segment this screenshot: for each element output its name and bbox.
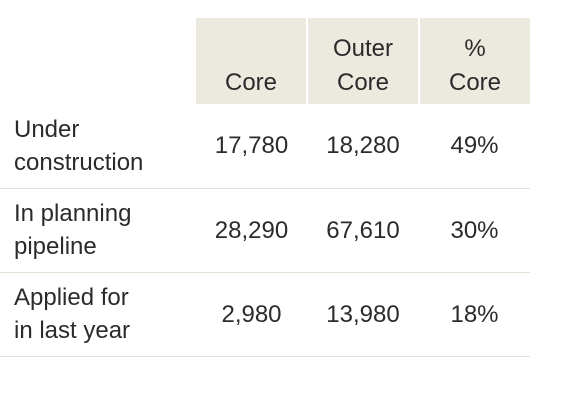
table-header: Core Outer Core % Core [0,18,530,104]
column-header-pct-core-line2: Core [448,69,502,96]
cell-outer-core: 67,610 [326,216,400,244]
row-label-line2: in last year [14,317,131,344]
row-label: In planning pipeline [0,188,196,272]
cell-core: 28,290 [214,216,289,244]
column-header-outer-core-line1: Outer [332,35,394,62]
data-table: Core Outer Core % Core Under constructio… [0,18,530,357]
table-row: Applied for in last year 2,980 13,980 18… [0,272,530,356]
row-label: Under construction [0,104,196,188]
cell-pct-core: 30% [450,216,499,244]
row-label-line1: Under [14,115,80,143]
table-row: In planning pipeline 28,290 67,610 30% [0,188,530,272]
cell-pct-core: 18% [450,300,499,328]
header-blank-cell [0,18,196,104]
cell-pct-core: 49% [450,132,499,160]
row-label-line1: In planning [14,200,132,227]
column-header-outer-core: Outer Core [306,18,419,104]
row-label: Applied for in last year [0,272,196,356]
column-header-pct-core-line1: % [464,35,486,62]
table-body: Under construction 17,780 18,280 49% In … [0,104,530,356]
cell-outer-core: 18,280 [326,132,400,160]
column-header-pct-core: % Core [418,18,530,104]
header-row: Core Outer Core % Core [0,18,530,104]
column-header-core: Core [196,18,307,104]
row-label-line1: Applied for [14,284,129,311]
row-label-line2: pipeline [14,233,97,260]
column-header-core-line2: Core [224,69,278,96]
cell-outer-core: 13,980 [326,300,400,328]
row-label-line2: construction [14,148,144,176]
cell-core: 17,780 [214,132,289,160]
column-header-outer-core-line2: Core [336,69,390,96]
cell-core: 2,980 [221,300,282,328]
table-row: Under construction 17,780 18,280 49% [0,104,530,188]
